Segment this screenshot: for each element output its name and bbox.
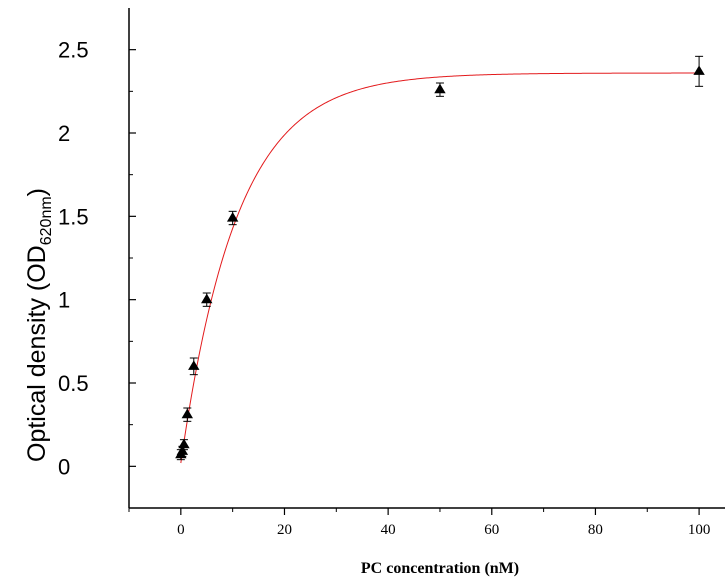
triangle-marker — [226, 212, 239, 222]
y-tick-label: 1.5 — [58, 204, 89, 229]
data-points — [175, 55, 705, 461]
data-point — [181, 407, 193, 422]
x-tick-label: 20 — [277, 522, 292, 538]
triangle-marker — [188, 360, 200, 370]
fit-curve — [180, 72, 700, 464]
triangle-marker — [201, 293, 213, 304]
y-tick-label: 0.5 — [58, 371, 89, 396]
y-axis-title-close: ) — [23, 188, 51, 196]
y-tick-label: 2 — [58, 121, 70, 146]
axes: 0 0.5 1 1.5 2 2.5 0 20 40 60 80 100 — [58, 8, 725, 538]
x-tick-label: 80 — [588, 522, 603, 538]
x-tick-label: 60 — [484, 522, 499, 538]
y-axis-title-main: Optical density (OD — [23, 245, 51, 462]
fit-curve-group — [180, 72, 700, 464]
triangle-marker — [434, 83, 446, 94]
data-point — [693, 55, 705, 87]
x-axis-title: PC concentration (nM) — [361, 560, 519, 577]
triangle-marker — [178, 438, 190, 449]
y-axis-title-subscript: 620nm — [38, 196, 55, 245]
data-point — [434, 82, 446, 97]
y-tick-label: 0 — [58, 454, 70, 479]
data-point — [201, 292, 213, 307]
x-tick-label: 40 — [381, 522, 396, 538]
y-axis-title: Optical density (OD620nm) — [23, 188, 55, 462]
data-point — [178, 438, 190, 451]
triangle-marker — [181, 408, 193, 419]
y-tick-label: 1 — [58, 288, 70, 313]
x-tick-label: 100 — [688, 522, 711, 538]
data-point — [188, 357, 200, 376]
x-tick-label: 0 — [177, 522, 185, 538]
y-tick-label: 2.5 — [58, 38, 89, 63]
data-point — [226, 210, 239, 226]
triangle-marker — [693, 65, 705, 75]
